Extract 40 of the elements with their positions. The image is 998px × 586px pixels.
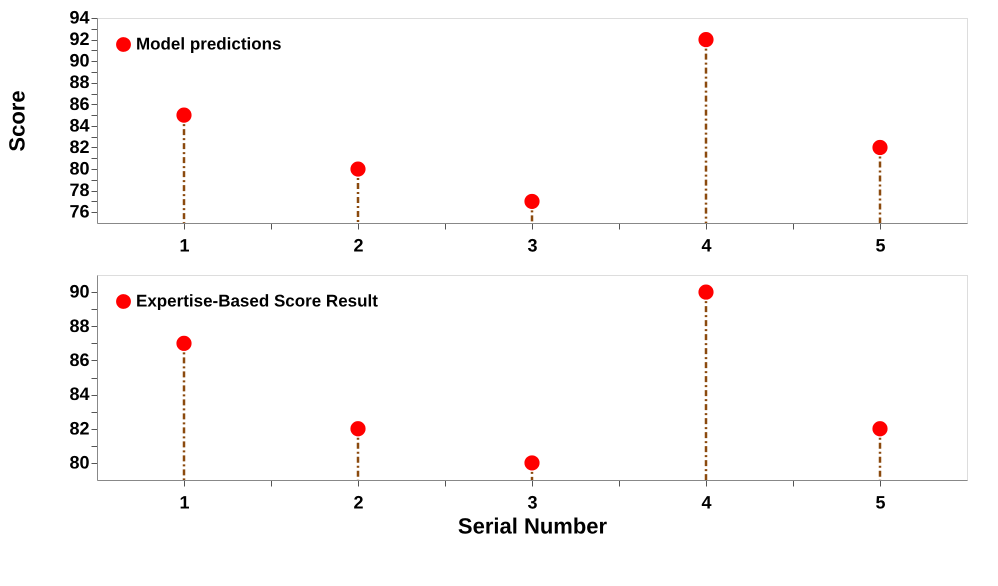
point [176,108,192,123]
x-tick-label: 1 [179,236,190,256]
y-axis-title: Score [4,90,30,152]
point [872,140,888,156]
x-tick-label: 5 [875,492,886,512]
y-tick-label: 90 [69,282,90,302]
point [872,421,888,436]
x-tick-label: 4 [701,492,712,512]
point [350,421,366,436]
y-tick-label: 86 [69,350,90,370]
y-tick-label: 84 [69,384,90,404]
y-tick-label: 80 [69,158,90,179]
y-tick-label: 78 [69,180,90,200]
y-tick-label: 94 [69,8,90,28]
x-tick-label: 5 [875,236,886,256]
x-tick-label: 2 [353,492,364,512]
y-tick-label: 86 [69,94,90,114]
point [350,161,366,177]
point [698,284,714,300]
y-tick-label: 80 [69,452,90,472]
point [524,194,540,209]
x-tick-label: 3 [527,236,538,256]
legend-label: Expertise-Based Score Result [136,292,378,310]
y-tick-label: 92 [69,29,90,50]
x-axis-title: Serial Number [458,514,608,538]
x-tick-label: 1 [179,492,190,512]
x-tick-label: 3 [527,492,538,512]
x-tick-label: 2 [353,236,364,256]
y-tick-label: 84 [69,115,90,136]
point [176,336,192,351]
point [698,32,714,48]
y-tick-label: 88 [69,72,90,92]
point [524,455,540,470]
y-tick-label: 82 [69,418,90,438]
y-tick-label: 90 [69,50,90,71]
y-tick-label: 88 [69,316,90,336]
legend-label: Model predictions [136,34,282,54]
y-tick-label: 76 [69,202,90,222]
x-tick-label: 4 [701,236,712,256]
y-tick-label: 82 [69,136,90,157]
